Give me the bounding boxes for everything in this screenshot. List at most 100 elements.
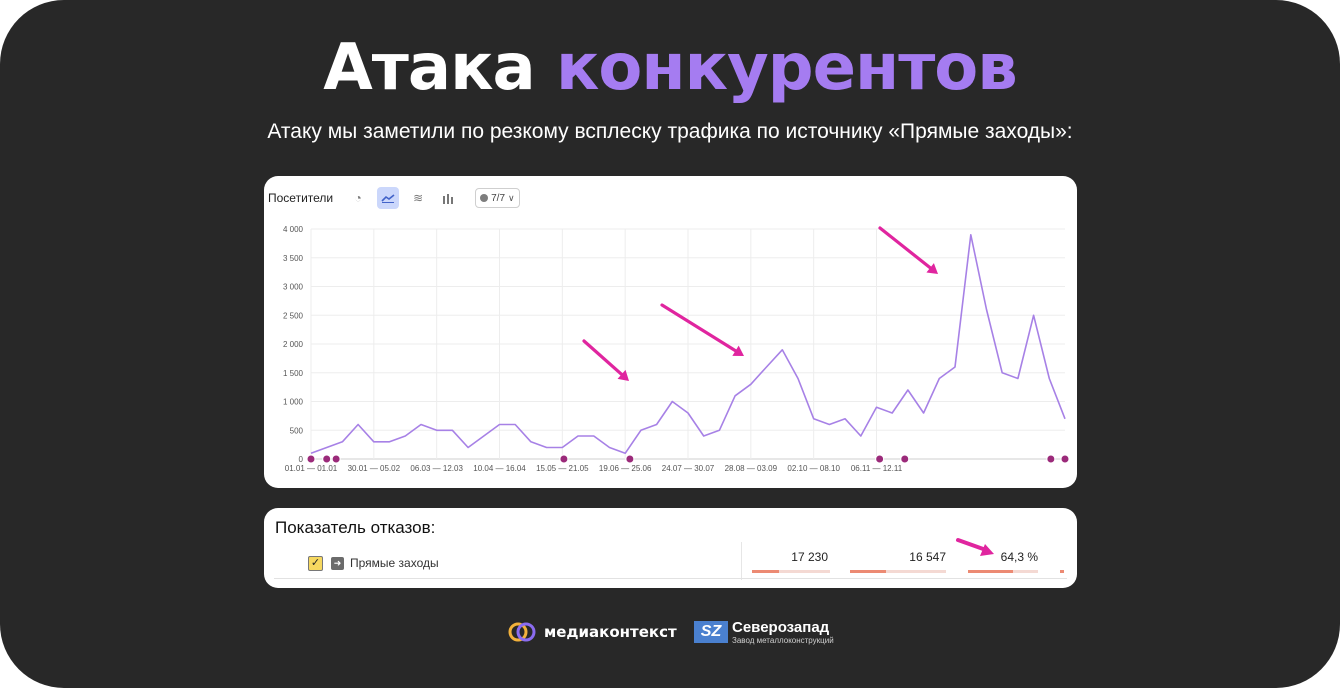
source-label: Прямые заходы	[350, 556, 439, 570]
brand2-tagline: Завод металлоконструкций	[732, 635, 834, 645]
data-point	[404, 435, 406, 437]
metric-visitors: 16 547	[909, 550, 946, 564]
data-point	[875, 406, 877, 408]
data-point	[467, 446, 469, 448]
data-point	[530, 441, 532, 443]
annotation-marker	[1046, 454, 1056, 464]
source-checkbox[interactable]: ✓	[308, 555, 323, 571]
bounce-rate-title: Показатель отказов:	[275, 518, 436, 537]
data-point	[310, 452, 312, 454]
metric-bounce-rate: 64,3 %	[1000, 550, 1038, 564]
data-point	[640, 429, 642, 431]
chart-toolbar: Посетители ◔ ≋ 7/7 ∨	[268, 186, 520, 210]
data-point	[514, 423, 516, 425]
data-point	[357, 423, 359, 425]
x-tick-label: 06.03 — 12.03	[410, 464, 463, 473]
visitors-line-chart: 0 500 1 000 1 500 2 000 2 500 3 000 3 500 4 000 0…	[283, 225, 1070, 473]
data-point	[561, 446, 563, 448]
data-point	[765, 366, 767, 368]
data-point	[954, 366, 956, 368]
data-point	[1032, 314, 1034, 316]
data-point	[907, 389, 909, 391]
data-point	[718, 429, 720, 431]
line-chart-icon[interactable]	[377, 187, 400, 209]
data-point	[813, 418, 815, 420]
annotation-marker	[331, 454, 341, 464]
data-point	[498, 423, 500, 425]
annotation-marker	[875, 454, 885, 464]
y-tick-label: 1 000	[283, 398, 304, 407]
data-point	[734, 395, 736, 397]
data-point	[655, 423, 657, 425]
annotations-dropdown-value: 7/7	[491, 192, 506, 204]
rings-logo-icon	[508, 622, 536, 642]
data-point	[828, 423, 830, 425]
annotations-dropdown[interactable]: 7/7 ∨	[475, 188, 520, 208]
data-point	[781, 349, 783, 351]
data-point	[938, 377, 940, 379]
area-chart-icon[interactable]: ≋	[413, 191, 424, 205]
y-tick-label: 4 000	[283, 225, 304, 234]
chart-metric-label: Посетители	[268, 191, 334, 205]
data-point	[970, 234, 972, 236]
x-tick-label: 28.08 — 03.09	[725, 464, 778, 473]
data-point	[844, 418, 846, 420]
y-tick-label: 3 000	[283, 283, 304, 292]
y-tick-label: 2 000	[283, 340, 304, 349]
column-divider	[741, 542, 742, 580]
next-column-bar	[1060, 570, 1064, 573]
data-point	[388, 441, 390, 443]
metric-visits: 17 230	[791, 550, 828, 564]
bounce-source-row: ✓ ➜ Прямые заходы	[308, 552, 439, 574]
bar-chart-icon[interactable]	[437, 187, 459, 209]
metric-bounce-rate-bar	[968, 570, 1038, 573]
data-point	[750, 383, 752, 385]
data-point	[687, 412, 689, 414]
x-tick-label: 24.07 — 30.07	[662, 464, 715, 473]
x-tick-label: 30.01 — 05.02	[348, 464, 401, 473]
spike-arrow	[582, 339, 624, 376]
data-point	[593, 435, 595, 437]
metric-visitors-bar	[850, 570, 946, 573]
data-point	[483, 435, 485, 437]
data-point	[608, 446, 610, 448]
series-line	[310, 233, 1066, 455]
data-point	[546, 446, 548, 448]
y-tick-label: 500	[290, 426, 304, 435]
data-point	[326, 446, 328, 448]
severozapad-logo: SZ Северозапад Завод металлоконструкций	[694, 614, 834, 650]
data-point	[1048, 377, 1050, 379]
data-point	[860, 435, 862, 437]
direct-visits-icon: ➜	[331, 556, 344, 570]
visitors-chart-card: 0 500 1 000 1 500 2 000 2 500 3 000 3 500 4 000 0…	[264, 176, 1077, 488]
x-tick-label: 19.06 — 25.06	[599, 464, 652, 473]
data-point	[985, 308, 987, 310]
data-point	[451, 429, 453, 431]
title-word-2: конкурентов	[555, 31, 1018, 105]
metric-visits-bar	[752, 570, 830, 573]
data-point	[923, 412, 925, 414]
sz-logo-icon: SZ	[694, 621, 728, 643]
x-tick-label: 01.01 — 01.01	[285, 464, 338, 473]
pie-chart-icon[interactable]: ◔	[354, 191, 362, 205]
metric-visitors-bar-fill	[850, 570, 887, 573]
spike-arrow	[878, 226, 932, 270]
data-point	[671, 400, 673, 402]
annotation-marker	[559, 454, 569, 464]
brand1-name: медиаконтекст	[544, 623, 677, 641]
x-tick-label: 15.05 — 21.05	[536, 464, 589, 473]
data-point	[1017, 377, 1019, 379]
spike-arrow-head	[617, 369, 629, 381]
metric-bounce-rate-bar-fill	[968, 570, 1013, 573]
row-baseline	[274, 578, 1067, 579]
mediacontext-logo: медиаконтекст	[508, 614, 677, 650]
chevron-down-icon: ∨	[508, 192, 515, 203]
page-title: Атака конкурентов	[0, 28, 1340, 108]
metric-visits-bar-fill	[752, 570, 780, 573]
brand2-name: Северозапад	[732, 618, 830, 636]
data-point	[1064, 418, 1066, 420]
spike-arrow	[660, 303, 738, 353]
x-tick-label: 10.04 — 16.04	[473, 464, 526, 473]
data-point	[703, 435, 705, 437]
